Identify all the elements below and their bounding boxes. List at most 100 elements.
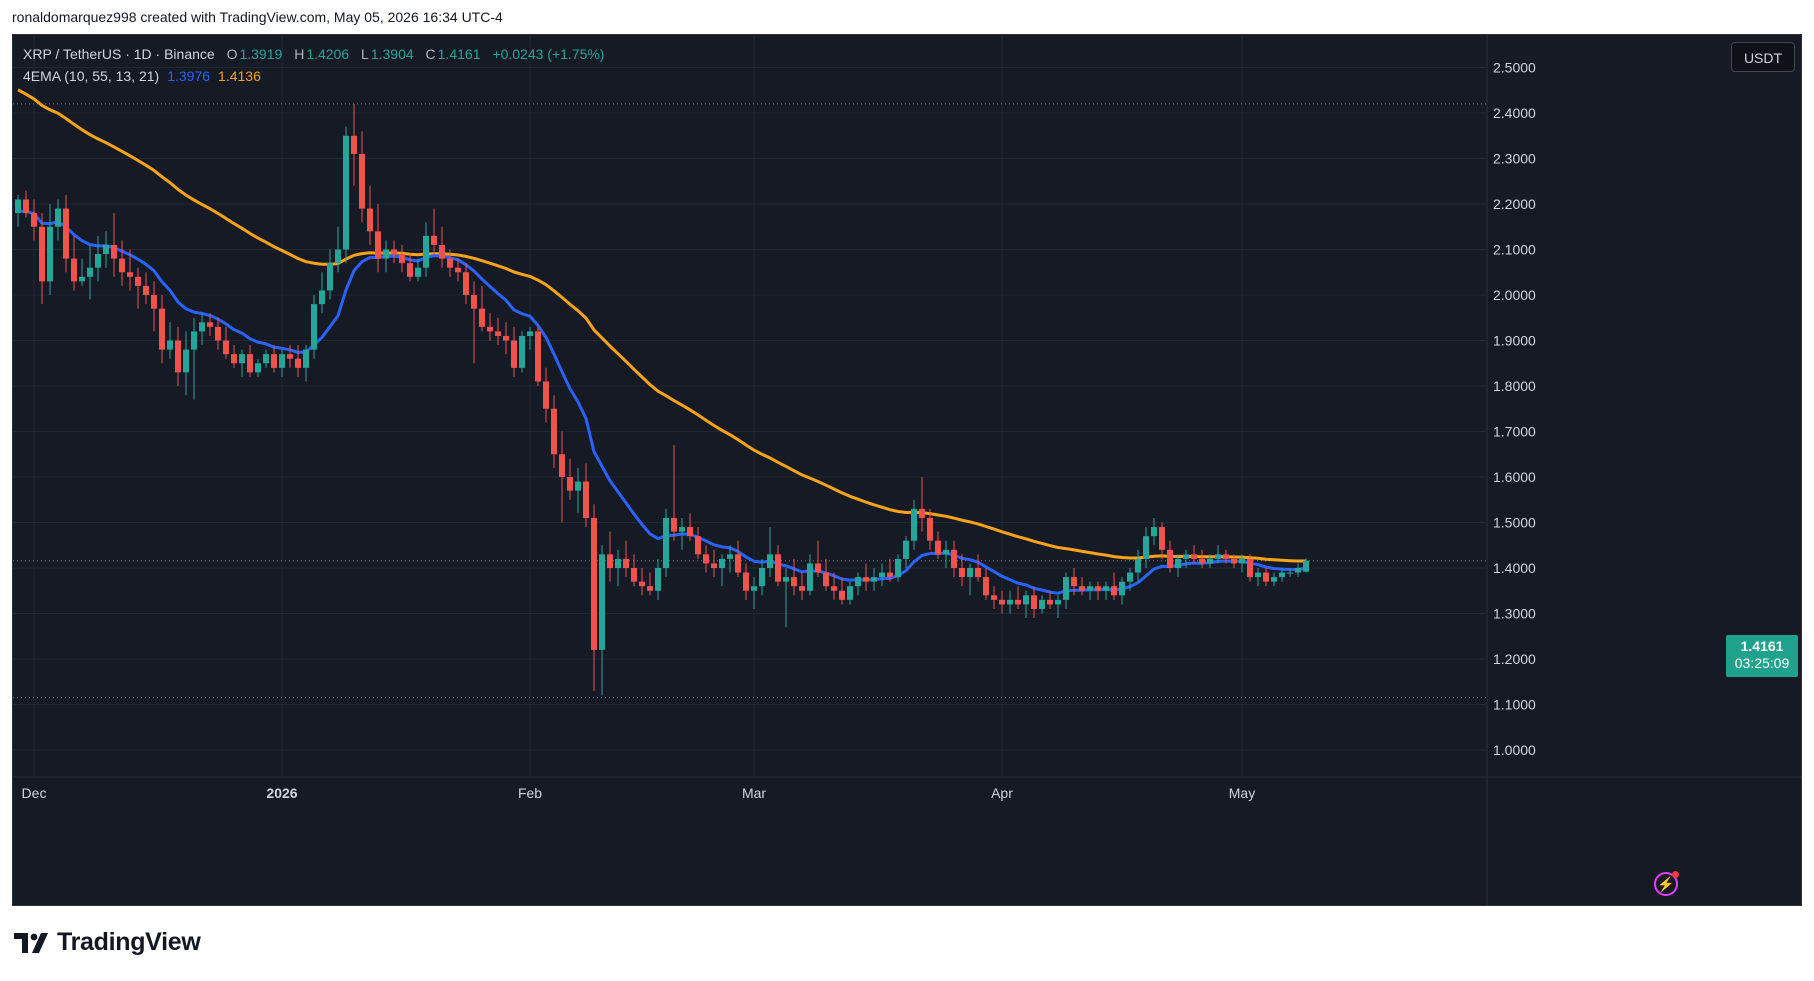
candle: [871, 568, 877, 591]
candle: [1279, 568, 1285, 582]
candle: [1071, 568, 1077, 596]
candle-body: [751, 586, 757, 591]
candle: [367, 185, 373, 245]
candle-body: [399, 254, 405, 264]
candle: [831, 572, 837, 600]
candle-body: [1183, 554, 1189, 559]
candle: [647, 572, 653, 596]
dotted-price-lines: [13, 103, 1486, 699]
candle-body: [663, 517, 669, 568]
candle: [799, 572, 805, 600]
candle-body: [527, 331, 533, 336]
candle-body: [359, 153, 365, 209]
candle-body: [567, 477, 573, 491]
high-value: 1.4206: [306, 46, 350, 62]
candle: [743, 563, 749, 600]
candle: [1207, 554, 1213, 568]
candle-body: [79, 276, 85, 282]
candle-body: [551, 408, 557, 455]
candle: [1023, 590, 1029, 619]
candle-body: [1007, 599, 1013, 605]
candle-body: [1279, 572, 1285, 578]
candle-body: [175, 340, 181, 373]
candle: [1191, 545, 1197, 564]
candle-body: [1023, 595, 1029, 605]
candle-body: [615, 558, 621, 568]
candle: [231, 345, 237, 368]
candle: [623, 540, 629, 578]
candle-body: [463, 272, 469, 295]
candle-body: [711, 563, 717, 568]
candle: [479, 285, 485, 332]
candle-body: [455, 267, 461, 273]
candle: [1159, 522, 1165, 559]
candle: [55, 199, 61, 241]
candle-body: [959, 568, 965, 578]
candle: [679, 517, 685, 550]
candle: [607, 531, 613, 582]
candle: [1119, 577, 1125, 605]
candle: [103, 231, 109, 268]
candle: [407, 254, 413, 282]
chart-panel[interactable]: 1.0000 1.1000 1.2000 1.3000 1.4000 1.5000 1.60…: [12, 34, 1802, 906]
candle: [991, 586, 997, 609]
chart-grid: [13, 35, 1486, 777]
candle: [519, 331, 525, 373]
candle-body: [687, 527, 693, 537]
currency-button[interactable]: USDT: [1731, 42, 1795, 72]
candle: [1095, 581, 1101, 600]
candle: [151, 281, 157, 332]
candle-body: [951, 549, 957, 568]
candle-body: [39, 226, 45, 282]
price-tick-label: 1.6000: [1493, 469, 1536, 485]
lightning-icon[interactable]: ⚡: [1654, 871, 1679, 896]
candle-body: [743, 572, 749, 591]
candle: [47, 204, 53, 295]
candle-body: [1087, 586, 1093, 591]
candle-body: [791, 577, 797, 587]
indicator-legend[interactable]: 4EMA (10, 55, 13, 21) 1.3976 1.4136: [23, 68, 261, 84]
candle: [303, 345, 309, 382]
candle: [1223, 549, 1229, 564]
chart-attribution: ronaldomarquez998 created with TradingVi…: [12, 9, 503, 25]
candle: [87, 244, 93, 300]
candle: [887, 558, 893, 582]
candlestick-chart[interactable]: 1.0000 1.1000 1.2000 1.3000 1.4000 1.5000 1.60…: [13, 35, 1801, 905]
candle: [703, 545, 709, 573]
price-tick-label: 2.5000: [1493, 60, 1536, 76]
candle-body: [799, 586, 805, 591]
candle: [807, 554, 813, 596]
candle-body: [215, 326, 221, 341]
open-value: 1.3919: [239, 46, 283, 62]
candle: [1055, 595, 1061, 619]
candle: [503, 322, 509, 355]
candle-body: [71, 258, 77, 282]
time-axis: Dec 2026 Feb Mar Apr May: [13, 776, 1801, 801]
candle: [487, 313, 493, 341]
candle-body: [119, 258, 125, 273]
candle: [1239, 554, 1245, 573]
candle-body: [343, 135, 349, 250]
candle-body: [975, 568, 981, 578]
candle-body: [255, 363, 261, 373]
candle-body: [855, 577, 861, 587]
candle-body: [543, 381, 549, 409]
price-tick-label: 2.2000: [1493, 196, 1536, 212]
candle: [215, 317, 221, 350]
candle-body: [1247, 558, 1253, 578]
candle: [1183, 549, 1189, 568]
candle: [775, 545, 781, 587]
candle-body: [95, 254, 101, 268]
bar-countdown: 03:25:09: [1734, 655, 1790, 671]
candle-body: [1199, 558, 1205, 564]
candle-body: [719, 558, 725, 568]
tradingview-logo[interactable]: TradingView: [14, 928, 201, 957]
candle: [767, 527, 773, 578]
candle: [951, 540, 957, 578]
candle-body: [87, 267, 93, 277]
candle-body: [391, 249, 397, 255]
candle-body: [295, 358, 301, 368]
candle: [119, 240, 125, 286]
candle-body: [1071, 577, 1077, 587]
candle: [1079, 577, 1085, 596]
